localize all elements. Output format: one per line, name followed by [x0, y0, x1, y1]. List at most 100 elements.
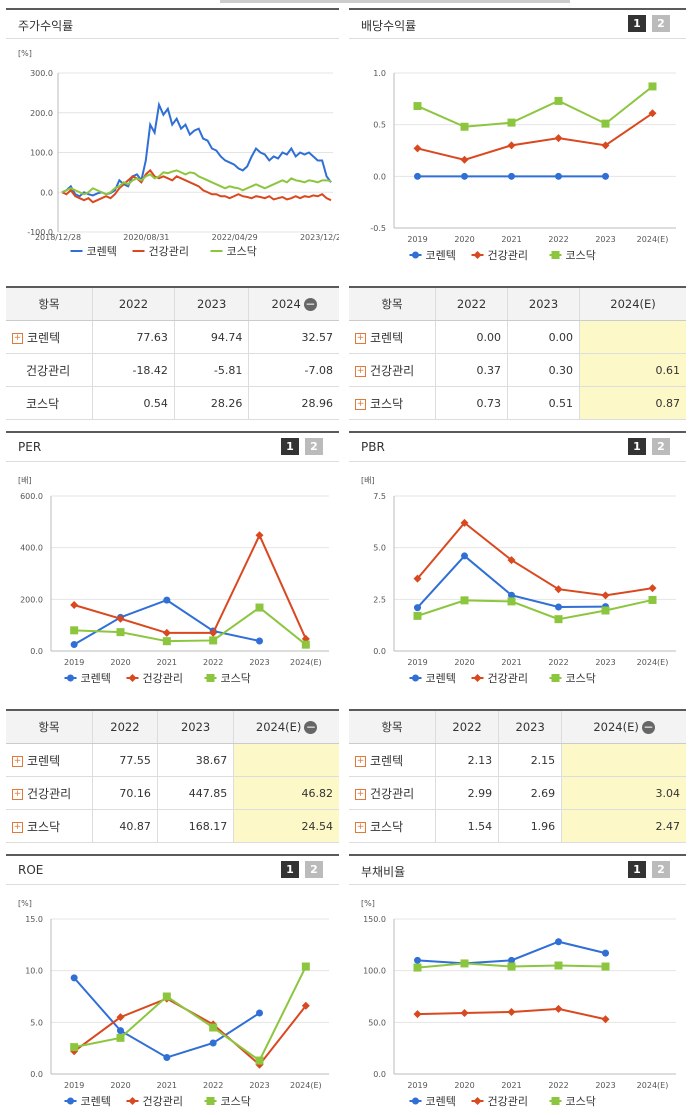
- collapse-icon[interactable]: −: [303, 297, 317, 311]
- data-point: [555, 603, 562, 611]
- table-header: 2023: [507, 287, 581, 321]
- y-tick-label: 5.0: [30, 1018, 43, 1027]
- y-tick-label: 400.0: [20, 544, 43, 553]
- page-2-button[interactable]: 2: [305, 438, 323, 455]
- cell-value: 46.82: [301, 786, 334, 800]
- x-tick-label: 2023: [249, 658, 269, 667]
- value-cell: 1.96: [498, 809, 563, 843]
- y-tick-label: 100.0: [30, 149, 53, 158]
- page-2-button[interactable]: 2: [652, 861, 670, 878]
- table-header: 항목: [349, 287, 436, 321]
- x-tick-label: 2020: [454, 235, 474, 244]
- data-point: [209, 1039, 217, 1047]
- y-tick-label: 0.0: [30, 647, 43, 656]
- data-point: [601, 606, 610, 615]
- page-1-button[interactable]: 1: [628, 15, 646, 32]
- expand-icon[interactable]: +: [355, 755, 366, 767]
- unit-label: [배]: [18, 476, 32, 485]
- data-point: [555, 938, 562, 946]
- x-tick-label: 2019: [407, 658, 427, 667]
- x-tick-label: 2019: [64, 1081, 84, 1090]
- table-row: 건강관리 -18.42 -5.81 -7.08: [6, 353, 339, 387]
- expand-icon[interactable]: +: [12, 788, 23, 800]
- data-point: [67, 1097, 74, 1105]
- expand-icon[interactable]: +: [12, 332, 23, 344]
- data-point: [255, 603, 264, 612]
- expand-icon[interactable]: +: [355, 398, 366, 410]
- table-header: 2023: [157, 710, 235, 744]
- x-tick-label: 2023: [595, 235, 615, 244]
- data-point: [414, 604, 421, 612]
- expand-icon[interactable]: +: [355, 788, 366, 800]
- row-label: 코렌텍: [370, 330, 404, 345]
- data-point: [206, 674, 215, 682]
- page-2-button[interactable]: 2: [305, 861, 323, 878]
- row-label-cell: + 건강관리: [349, 353, 436, 387]
- expand-icon[interactable]: +: [12, 821, 23, 833]
- collapse-icon[interactable]: −: [641, 720, 655, 734]
- x-tick-label: 2021: [501, 235, 521, 244]
- table-header: 2024(E) −: [561, 710, 686, 744]
- legend-label: 코스닥: [221, 1095, 251, 1108]
- x-tick-label: 2021: [157, 658, 177, 667]
- data-point: [507, 597, 516, 606]
- row-label-cell: + 건강관리: [6, 776, 93, 810]
- value-cell: 77.63: [92, 320, 175, 354]
- series-line: [416, 521, 653, 597]
- x-tick-label: 2021: [501, 1081, 521, 1090]
- data-point: [414, 172, 421, 180]
- unit-label: [%]: [361, 899, 375, 908]
- cell-value: 0.54: [143, 396, 168, 410]
- x-tick-label: 2022: [548, 1081, 568, 1090]
- y-tick-label: 2.5: [373, 595, 386, 604]
- value-cell: 0.00: [507, 320, 581, 354]
- cell-value: 0.30: [548, 363, 574, 377]
- x-tick-label: 2019: [407, 1081, 427, 1090]
- expand-icon[interactable]: +: [355, 332, 366, 344]
- cell-value: 0.51: [548, 396, 574, 410]
- x-tick-label: 2024(E): [290, 1081, 322, 1090]
- expand-icon[interactable]: +: [355, 365, 366, 377]
- expand-icon[interactable]: +: [12, 755, 23, 767]
- cell-value: 77.55: [119, 753, 151, 767]
- page-1-button[interactable]: 1: [628, 861, 646, 878]
- data-point: [162, 992, 171, 1001]
- page-2-button[interactable]: 2: [652, 15, 670, 32]
- y-tick-label: 0.0: [40, 188, 53, 197]
- cell-value: 77.63: [136, 330, 168, 344]
- y-tick-label: 50.0: [368, 1018, 386, 1027]
- data-point: [413, 963, 422, 972]
- x-tick-label: 2024(E): [637, 658, 669, 667]
- y-tick-label: 0.0: [30, 1070, 43, 1079]
- row-label-cell: 건강관리: [6, 353, 93, 387]
- y-tick-label: 5.0: [373, 544, 386, 553]
- panel-title: PBR: [361, 440, 385, 454]
- table-row: + 코렌텍 77.63 94.74 32.57: [6, 320, 339, 354]
- header-label: 2023: [180, 720, 211, 734]
- value-cell: 38.67: [157, 743, 235, 777]
- data-point: [507, 141, 516, 150]
- cell-value: 2.13: [467, 753, 493, 767]
- collapse-icon[interactable]: −: [304, 720, 318, 734]
- top-tab-strip: [220, 0, 570, 3]
- cell-value: 70.16: [119, 786, 151, 800]
- table-header: 2022: [92, 710, 158, 744]
- data-point: [554, 134, 563, 143]
- header-label: 항목: [38, 297, 60, 311]
- legend-label: 건강관리: [488, 1095, 528, 1108]
- expand-icon[interactable]: +: [355, 821, 366, 833]
- cell-value: 32.57: [301, 330, 334, 344]
- legend-label: 코렌텍: [426, 249, 456, 262]
- page-1-button[interactable]: 1: [281, 438, 299, 455]
- page-1-button[interactable]: 1: [628, 438, 646, 455]
- data-point: [460, 155, 469, 164]
- page-2-button[interactable]: 2: [652, 438, 670, 455]
- page-1-button[interactable]: 1: [281, 861, 299, 878]
- cell-value: 0.00: [476, 330, 502, 344]
- y-tick-label: -100.0: [27, 228, 53, 237]
- cell-value: 168.17: [188, 819, 228, 833]
- y-tick-label: -0.5: [370, 224, 386, 233]
- data-point: [255, 531, 264, 540]
- series-line: [417, 85, 654, 128]
- value-cell: [233, 743, 339, 777]
